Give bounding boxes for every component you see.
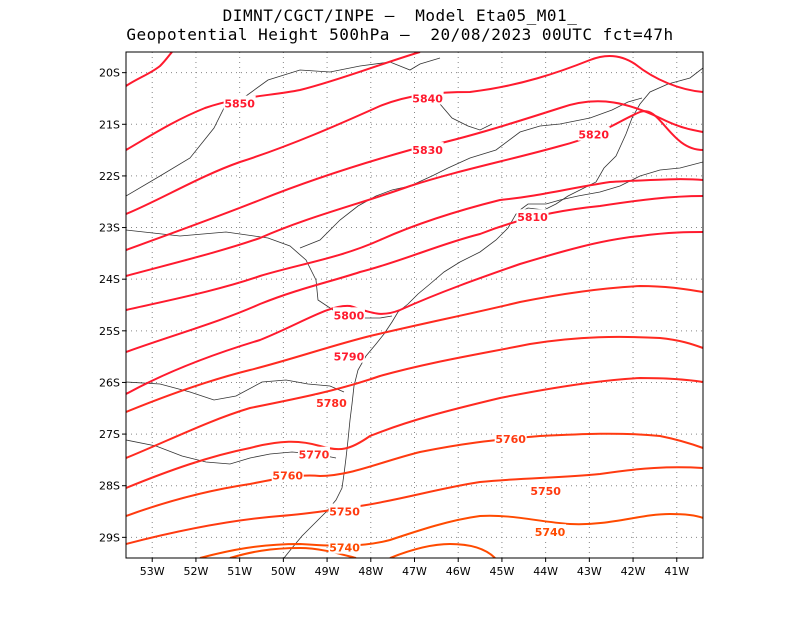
- contour-label: 5830: [412, 144, 443, 157]
- contour-label-bg: [223, 95, 256, 110]
- contour-5730: [229, 546, 357, 558]
- lat-tick-label: 23S: [99, 222, 120, 235]
- contour-label: 5760: [272, 469, 303, 482]
- state-border-mg-sp: [126, 57, 441, 197]
- contour-labels: 5850 5840 5830 5820 5810 5800 5790 5780 5770 5760…: [223, 90, 610, 555]
- lon-tick-label: 45W: [489, 565, 514, 578]
- lat-tick-label: 20S: [99, 67, 120, 80]
- axis-ticks: 20S 21S 22S 23S 24S 25S 26S 27S 28S 29S 53W 52W 51W 5…: [99, 67, 689, 578]
- state-border-sc-pr: [126, 379, 345, 401]
- lon-tick-label: 48W: [358, 565, 383, 578]
- contour-label-bg: [577, 126, 610, 141]
- contour-label-bg: [411, 90, 444, 105]
- contour-label: 5810: [517, 211, 548, 224]
- lon-tick-label: 49W: [315, 565, 340, 578]
- lon-tick-label: 46W: [446, 565, 471, 578]
- lon-tick-label: 41W: [664, 565, 689, 578]
- lat-tick-label: 25S: [99, 325, 120, 338]
- lon-tick-label: 47W: [402, 565, 427, 578]
- contour-5740: [199, 512, 703, 558]
- contour-label-bg: [494, 431, 527, 446]
- contour-label: 5790: [334, 351, 365, 364]
- contour-label-bg: [411, 142, 444, 157]
- contour-5840: [126, 54, 703, 215]
- contour-label: 5780: [316, 397, 347, 410]
- lat-tick-label: 29S: [99, 531, 120, 544]
- contour-label: 5800: [334, 309, 365, 322]
- lat-tick-label: 27S: [99, 428, 120, 441]
- contour-5750: [126, 466, 703, 545]
- lon-tick-label: 42W: [621, 565, 646, 578]
- contour-label-bg: [328, 539, 361, 554]
- contour-5760: [126, 432, 703, 517]
- contour-5860: [126, 52, 173, 87]
- lat-tick-label: 21S: [99, 118, 120, 131]
- contour-label: 5840: [412, 92, 443, 105]
- contour-5805: [126, 195, 703, 353]
- state-border-rj-mg: [519, 161, 703, 211]
- contour-label: 5760: [495, 433, 526, 446]
- state-border-sp-mg: [299, 97, 643, 249]
- contour-label-bg: [271, 467, 304, 482]
- lat-tick-label: 22S: [99, 170, 120, 183]
- lat-tick-label: 28S: [99, 480, 120, 493]
- contour-5810: [126, 178, 703, 311]
- contour-5780: [126, 335, 703, 459]
- lon-tick-label: 52W: [184, 565, 209, 578]
- title-line-1: DIMNT/CGCT/INPE – Model Eta05_M01_: [222, 6, 578, 25]
- contour-5830: [126, 100, 703, 251]
- graticule: [126, 52, 703, 558]
- contour-label: 5750: [329, 506, 360, 519]
- lat-tick-label: 26S: [99, 376, 120, 389]
- contour-5730-b: [389, 542, 496, 558]
- lon-tick-label: 53W: [140, 565, 165, 578]
- lon-tick-label: 43W: [577, 565, 602, 578]
- title-line-2: Geopotential Height 500hPa – 20/08/2023 …: [126, 25, 674, 44]
- contour-5800: [126, 231, 703, 395]
- contour-label-bg: [332, 307, 365, 322]
- contour-label-bg: [516, 209, 549, 224]
- contour-lines: [126, 52, 703, 558]
- contour-label: 5750: [530, 485, 561, 498]
- lon-tick-label: 50W: [271, 565, 296, 578]
- contour-label-bg: [328, 503, 361, 518]
- contour-label-bg: [315, 395, 348, 410]
- contour-5790: [126, 284, 703, 413]
- contour-5850: [126, 52, 421, 151]
- contour-label-bg: [529, 482, 562, 497]
- lon-tick-label: 44W: [533, 565, 558, 578]
- contour-5770: [126, 376, 703, 489]
- lon-tick-label: 51W: [227, 565, 252, 578]
- contour-label-bg: [534, 524, 567, 539]
- contour-label-bg: [332, 348, 365, 363]
- contour-label-bg: [297, 446, 330, 461]
- contour-label: 5820: [578, 129, 609, 142]
- contour-label: 5850: [224, 98, 255, 111]
- contour-5820: [126, 110, 703, 277]
- lat-tick-label: 24S: [99, 273, 120, 286]
- contour-label: 5740: [535, 526, 566, 539]
- contour-label: 5740: [329, 542, 360, 555]
- contour-label: 5770: [299, 449, 330, 462]
